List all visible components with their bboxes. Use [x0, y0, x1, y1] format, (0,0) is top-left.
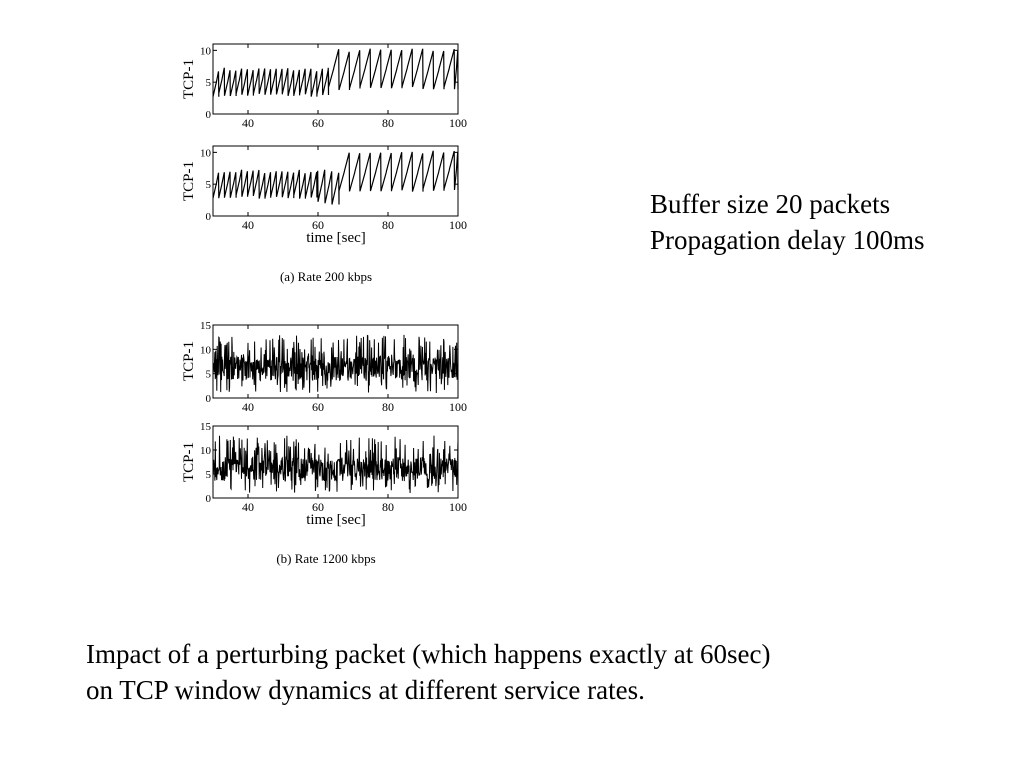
- series-line: [212, 334, 459, 394]
- caption-line-2: on TCP window dynamics at different serv…: [86, 675, 645, 705]
- x-tick-label: 80: [382, 116, 394, 130]
- x-tick-label: 40: [242, 400, 254, 414]
- y-tick-label: 5: [206, 179, 212, 191]
- x-tick-label: 100: [449, 500, 467, 514]
- y-tick-label: 0: [206, 493, 212, 505]
- y-axis-label: TCP-1: [181, 59, 197, 99]
- x-axis-label: time [sec]: [306, 512, 366, 528]
- x-tick-label: 100: [449, 116, 467, 130]
- x-tick-label: 60: [312, 218, 324, 232]
- x-axis-label: time [sec]: [306, 230, 366, 246]
- panel-a-bottom: 0 5 10 40 60 80 100 TCP-1 time [sec]: [181, 145, 467, 246]
- y-tick-label: 10: [200, 445, 212, 457]
- panel-b-top: 0 5 10 15 40 60 80 100 TCP-1: [181, 320, 467, 414]
- x-tick-label: 100: [449, 400, 467, 414]
- y-tick-label: 5: [206, 369, 212, 381]
- note-line-1: Buffer size 20 packets: [650, 189, 891, 219]
- x-tick-label: 60: [312, 500, 324, 514]
- plot-frame: [212, 145, 459, 217]
- x-tick-label: 40: [242, 500, 254, 514]
- series-line: [212, 435, 459, 494]
- x-ticks: 40 60 80 100: [242, 146, 467, 232]
- x-tick-label: 80: [382, 400, 394, 414]
- figure-caption: Impact of a perturbing packet (which hap…: [86, 636, 770, 708]
- x-ticks: 40 60 80 100: [242, 426, 467, 514]
- series-line: [212, 48, 459, 97]
- note-line-2: Propagation delay 100ms: [650, 225, 925, 255]
- subcaption-b: (b) Rate 1200 kbps: [276, 551, 375, 566]
- y-tick-label: 15: [200, 320, 212, 332]
- series-line: [212, 150, 459, 205]
- subcaption-a: (a) Rate 200 kbps: [280, 269, 372, 284]
- x-ticks: 40 60 80 100: [242, 325, 467, 414]
- y-tick-label: 10: [200, 147, 212, 159]
- x-tick-label: 60: [312, 116, 324, 130]
- y-axis-label: TCP-1: [181, 161, 197, 201]
- x-tick-label: 80: [382, 218, 394, 232]
- plot-frame: [212, 324, 459, 399]
- y-tick-label: 0: [206, 211, 212, 223]
- y-tick-label: 5: [206, 469, 212, 481]
- x-tick-label: 100: [449, 218, 467, 232]
- y-axis-label: TCP-1: [181, 442, 197, 482]
- x-ticks: 40 60 80 100: [242, 44, 467, 130]
- x-tick-label: 60: [312, 400, 324, 414]
- parameter-note: Buffer size 20 packets Propagation delay…: [650, 186, 924, 258]
- y-tick-label: 10: [200, 344, 212, 356]
- x-tick-label: 40: [242, 116, 254, 130]
- y-tick-label: 10: [200, 45, 212, 57]
- panel-a-top: 0 5 10 40 60 80 100 TCP-1: [181, 43, 467, 130]
- caption-line-1: Impact of a perturbing packet (which hap…: [86, 639, 771, 669]
- panel-b-bottom: 0 5 10 15 40 60 80 100 TCP-1 time [sec]: [181, 421, 467, 528]
- y-tick-label: 0: [206, 393, 212, 405]
- x-tick-label: 40: [242, 218, 254, 232]
- y-tick-label: 0: [206, 109, 212, 121]
- y-tick-label: 15: [200, 421, 212, 433]
- y-axis-label: TCP-1: [181, 341, 197, 381]
- x-tick-label: 80: [382, 500, 394, 514]
- y-tick-label: 5: [206, 77, 212, 89]
